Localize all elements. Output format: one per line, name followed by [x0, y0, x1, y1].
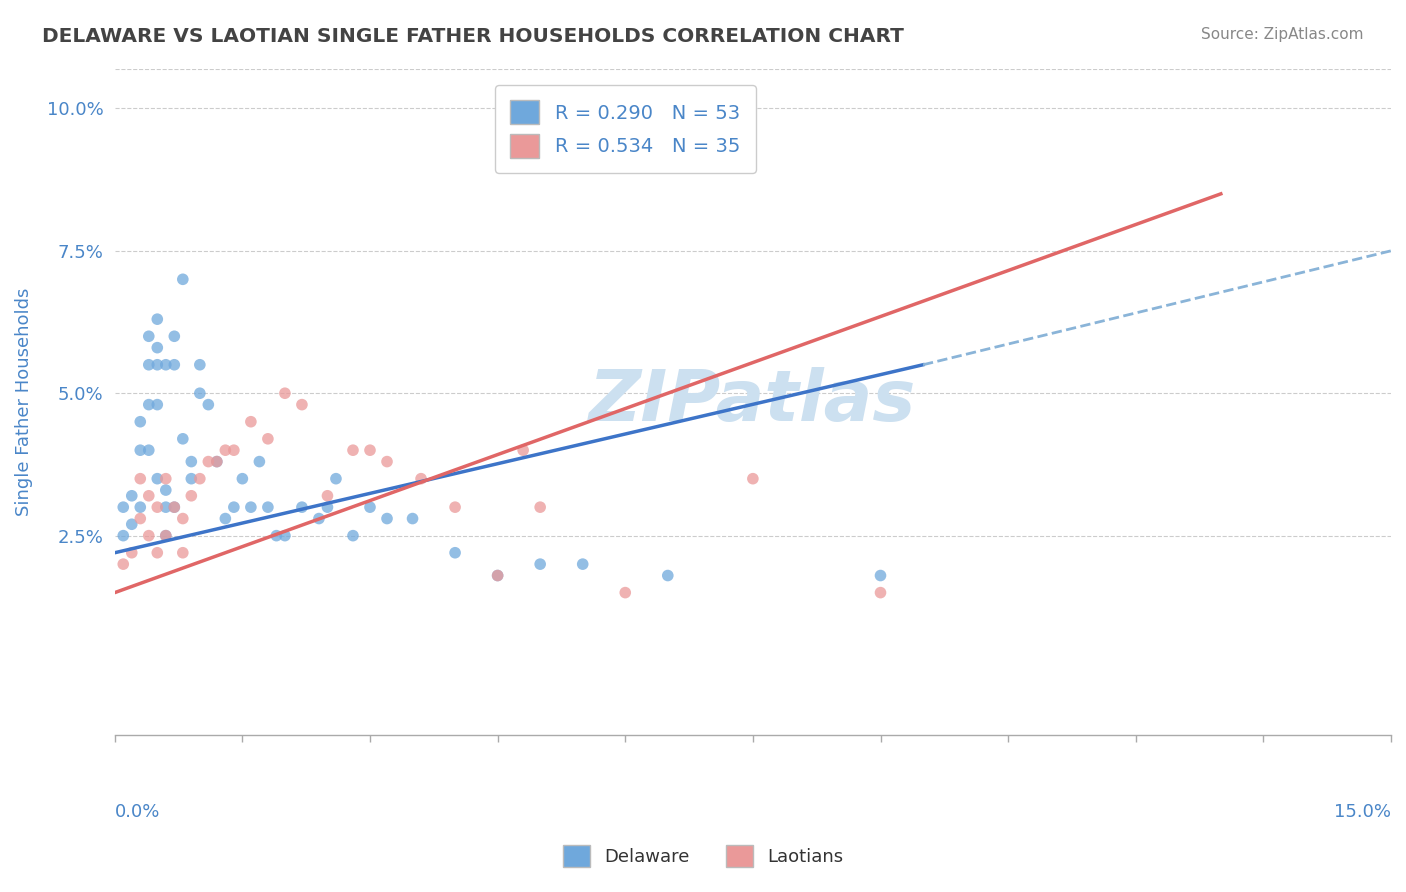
Point [231, 472, 253, 486]
Point [257, 432, 280, 446]
Point [121, 517, 143, 532]
Point [138, 529, 160, 543]
Point [138, 443, 160, 458]
Point [197, 398, 219, 412]
Point [129, 511, 152, 525]
Point [172, 432, 194, 446]
Point [657, 568, 679, 582]
Point [614, 585, 637, 599]
Point [188, 472, 211, 486]
Point [486, 568, 509, 582]
Text: 15.0%: 15.0% [1334, 804, 1391, 822]
Point [129, 472, 152, 486]
Text: ZIPatlas: ZIPatlas [589, 368, 917, 436]
Point [266, 529, 288, 543]
Point [274, 529, 297, 543]
Point [155, 500, 177, 515]
Text: Source: ZipAtlas.com: Source: ZipAtlas.com [1201, 27, 1364, 42]
Point [342, 443, 364, 458]
Point [222, 443, 245, 458]
Point [129, 500, 152, 515]
Point [291, 398, 314, 412]
Point [188, 386, 211, 401]
Point [239, 415, 262, 429]
Point [444, 500, 467, 515]
Point [155, 529, 177, 543]
Point [529, 557, 551, 571]
Point [239, 500, 262, 515]
Point [214, 511, 236, 525]
Point [188, 358, 211, 372]
Point [146, 358, 169, 372]
Point [163, 329, 186, 343]
Legend: Delaware, Laotians: Delaware, Laotians [555, 838, 851, 874]
Legend: R = 0.290   N = 53, R = 0.534   N = 35: R = 0.290 N = 53, R = 0.534 N = 35 [495, 85, 756, 173]
Point [121, 489, 143, 503]
Point [401, 511, 423, 525]
Point [359, 500, 381, 515]
Point [112, 557, 135, 571]
Point [138, 329, 160, 343]
Point [155, 529, 177, 543]
Point [316, 489, 339, 503]
Point [342, 529, 364, 543]
Point [409, 472, 432, 486]
Point [486, 568, 509, 582]
Text: 0.0%: 0.0% [115, 804, 160, 822]
Point [308, 511, 330, 525]
Point [741, 472, 763, 486]
Point [138, 489, 160, 503]
Point [247, 454, 270, 468]
Point [138, 358, 160, 372]
Point [180, 489, 202, 503]
Point [121, 546, 143, 560]
Point [197, 454, 219, 468]
Point [172, 546, 194, 560]
Point [146, 546, 169, 560]
Point [316, 500, 339, 515]
Point [444, 546, 467, 560]
Point [129, 415, 152, 429]
Point [291, 500, 314, 515]
Point [146, 472, 169, 486]
Point [869, 585, 891, 599]
Point [129, 443, 152, 458]
Point [155, 358, 177, 372]
Point [359, 443, 381, 458]
Point [146, 398, 169, 412]
Point [375, 454, 398, 468]
Point [172, 511, 194, 525]
Point [571, 557, 593, 571]
Point [274, 386, 297, 401]
Point [163, 358, 186, 372]
Point [222, 500, 245, 515]
Point [512, 443, 534, 458]
Point [529, 500, 551, 515]
Point [325, 472, 347, 486]
Point [205, 454, 228, 468]
Point [146, 500, 169, 515]
Point [180, 454, 202, 468]
Text: DELAWARE VS LAOTIAN SINGLE FATHER HOUSEHOLDS CORRELATION CHART: DELAWARE VS LAOTIAN SINGLE FATHER HOUSEH… [42, 27, 904, 45]
Point [205, 454, 228, 468]
Point [138, 398, 160, 412]
Point [172, 272, 194, 286]
Point [214, 443, 236, 458]
Point [112, 529, 135, 543]
Point [375, 511, 398, 525]
Point [146, 312, 169, 326]
Point [155, 483, 177, 497]
Point [163, 500, 186, 515]
Point [180, 472, 202, 486]
Point [163, 500, 186, 515]
Point [257, 500, 280, 515]
Y-axis label: Single Father Households: Single Father Households [15, 287, 32, 516]
Point [869, 568, 891, 582]
Point [146, 341, 169, 355]
Point [112, 500, 135, 515]
Point [155, 472, 177, 486]
